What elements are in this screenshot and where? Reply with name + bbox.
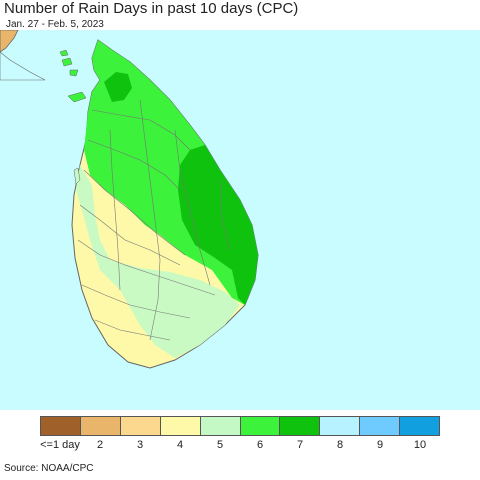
zone-7-days-east bbox=[178, 145, 258, 305]
legend-label: 9 bbox=[376, 439, 384, 451]
legend-swatch bbox=[400, 417, 440, 435]
legend-label: 8 bbox=[336, 439, 344, 451]
mannar-island bbox=[67, 91, 87, 103]
legend-swatch bbox=[360, 417, 401, 435]
legend-swatch bbox=[120, 417, 161, 435]
legend-swatch bbox=[160, 417, 201, 435]
legend-colorbar bbox=[40, 416, 440, 436]
west-coast-islets bbox=[73, 167, 81, 185]
legend-label: 2 bbox=[96, 439, 104, 451]
legend-labels: <=1 day 2 3 4 5 6 7 8 9 10 bbox=[20, 439, 460, 453]
legend-label: 5 bbox=[216, 439, 224, 451]
zone-7-days-north bbox=[104, 72, 132, 102]
legend-swatch bbox=[320, 417, 361, 435]
legend-label: 10 bbox=[413, 439, 427, 451]
jaffna-islands bbox=[59, 49, 79, 77]
legend-swatch bbox=[200, 417, 241, 435]
legend-label: 7 bbox=[296, 439, 304, 451]
source-label: Source: NOAA/CPC bbox=[4, 463, 94, 474]
map-title: Number of Rain Days in past 10 days (CPC… bbox=[4, 0, 299, 17]
rain-days-map bbox=[0, 30, 480, 410]
legend-swatch bbox=[240, 417, 281, 435]
legend-swatch bbox=[80, 417, 121, 435]
india-coast bbox=[0, 30, 19, 53]
legend-label: <=1 day bbox=[40, 439, 80, 451]
legend-label: 4 bbox=[176, 439, 184, 451]
legend-swatch bbox=[41, 417, 81, 435]
legend-label: 6 bbox=[256, 439, 264, 451]
legend-label: 3 bbox=[136, 439, 144, 451]
india-coast-2 bbox=[0, 51, 46, 81]
district-boundaries bbox=[77, 99, 231, 341]
date-range: Jan. 27 - Feb. 5, 2023 bbox=[6, 19, 104, 30]
legend-swatch bbox=[280, 417, 321, 435]
zone-5-days bbox=[76, 165, 240, 358]
